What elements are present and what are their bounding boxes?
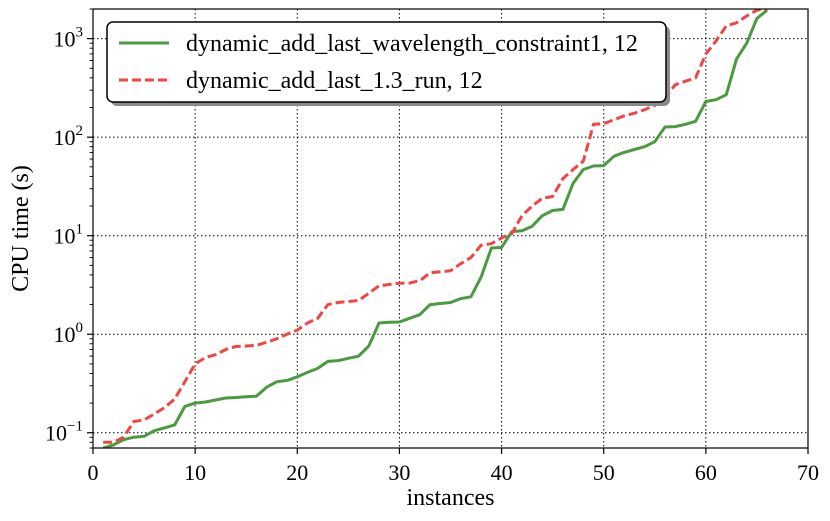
y-tick-label: 101 — [54, 222, 84, 249]
x-tick-label: 30 — [388, 460, 410, 485]
x-tick-label: 60 — [695, 460, 717, 485]
y-tick-label: 102 — [54, 123, 84, 150]
plot-frame — [92, 8, 809, 449]
y-axis-label: CPU time (s) — [8, 165, 34, 292]
legend-box — [106, 21, 667, 103]
legend-label-2: dynamic_add_last_1.3_run, 12 — [186, 68, 483, 94]
y-tick-label: 100 — [54, 320, 84, 347]
legend-label-1: dynamic_add_last_wavelength_constraint1,… — [186, 31, 638, 57]
x-tick-label: 10 — [184, 460, 206, 485]
x-axis-label: instances — [407, 485, 495, 511]
y-axis: 10−1 100 101 102 103 — [45, 8, 93, 449]
x-axis: 0 10 20 30 40 50 60 70 — [88, 448, 819, 485]
y-tick-label: 10−1 — [45, 419, 83, 446]
x-tick-label: 40 — [491, 460, 513, 485]
y-tick-label: 103 — [54, 25, 84, 52]
x-tick-label: 50 — [593, 460, 615, 485]
legend: dynamic_add_last_wavelength_constraint1,… — [106, 21, 670, 106]
x-tick-label: 0 — [88, 460, 99, 485]
x-tick-label: 20 — [286, 460, 308, 485]
x-tick-label: 70 — [797, 460, 819, 485]
series-line-1 — [102, 9, 769, 448]
